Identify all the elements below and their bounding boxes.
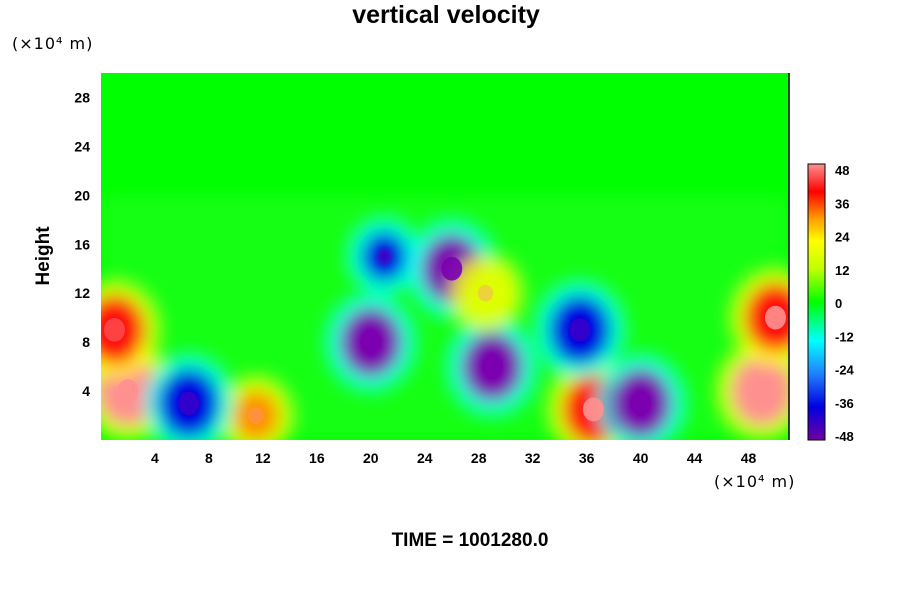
feature-blob-4 <box>234 391 279 440</box>
y-tick-24: 24 <box>74 138 90 154</box>
y-tick-28: 28 <box>74 89 90 105</box>
x-tick-24: 24 <box>417 450 433 466</box>
colorbar-tick-12: 12 <box>835 263 849 278</box>
blob-layer <box>101 195 789 440</box>
colorbar-tick--12: -12 <box>835 329 854 344</box>
colorbar-tick-48: 48 <box>835 163 849 178</box>
feature-core-3 <box>765 305 787 330</box>
time-label: TIME = 1001280.0 <box>391 530 549 551</box>
x-tick-16: 16 <box>309 450 325 466</box>
x-tick-44: 44 <box>687 450 703 466</box>
x-tick-8: 8 <box>205 450 213 466</box>
colorbar-tick-0: 0 <box>835 296 842 311</box>
x-tick-12: 12 <box>255 450 271 466</box>
feature-core-2 <box>751 379 773 403</box>
feature-blob-1 <box>101 295 145 364</box>
x-tick-20: 20 <box>363 450 379 466</box>
y-tick-20: 20 <box>74 187 90 203</box>
feature-blob-12 <box>549 295 610 364</box>
colorbar-tick--36: -36 <box>835 396 854 411</box>
feature-core-0 <box>117 379 139 403</box>
y-tick-4: 4 <box>82 383 90 399</box>
feature-core-13 <box>477 284 494 302</box>
feature-blob-13 <box>463 269 508 318</box>
x-tick-36: 36 <box>579 450 595 466</box>
colorbar-tick-36: 36 <box>835 196 849 211</box>
y-tick-labels: 4 8 12 16 20 24 28 <box>74 89 90 399</box>
y-axis-unit: (×10⁴ m) <box>12 34 94 53</box>
y-tick-12: 12 <box>74 285 90 301</box>
x-tick-32: 32 <box>525 450 541 466</box>
x-tick-48: 48 <box>741 450 757 466</box>
feature-core-11 <box>630 391 652 416</box>
feature-core-5 <box>582 397 604 422</box>
feature-core-12 <box>569 318 591 342</box>
colorbar-tick--24: -24 <box>835 363 855 378</box>
core-layer <box>103 248 787 424</box>
feature-core-1 <box>103 318 125 342</box>
feature-core-7 <box>360 330 382 355</box>
colorbar-tick-24: 24 <box>835 230 850 245</box>
colorbar <box>807 163 826 441</box>
feature-core-4 <box>248 407 264 424</box>
colorbar-tick--48: -48 <box>835 429 854 444</box>
x-tick-labels: 4 8 12 16 20 24 28 32 36 40 44 48 <box>151 450 756 466</box>
feature-core-10 <box>481 354 503 379</box>
feature-core-6 <box>178 391 200 416</box>
x-tick-40: 40 <box>633 450 649 466</box>
colorbar-tick-labels: 48 36 24 12 0 -12 -24 -36 -48 <box>835 163 855 444</box>
feature-core-9 <box>441 256 463 281</box>
chart-title: vertical velocity <box>352 1 540 29</box>
contour-field <box>101 73 789 440</box>
x-tick-28: 28 <box>471 450 487 466</box>
feature-blob-8 <box>362 232 407 281</box>
y-tick-16: 16 <box>74 236 90 252</box>
x-axis-unit: (×10⁴ m) <box>714 472 796 491</box>
y-tick-8: 8 <box>82 334 90 350</box>
x-tick-4: 4 <box>151 450 159 466</box>
feature-blob-6 <box>158 369 219 438</box>
feature-core-8 <box>376 248 392 265</box>
